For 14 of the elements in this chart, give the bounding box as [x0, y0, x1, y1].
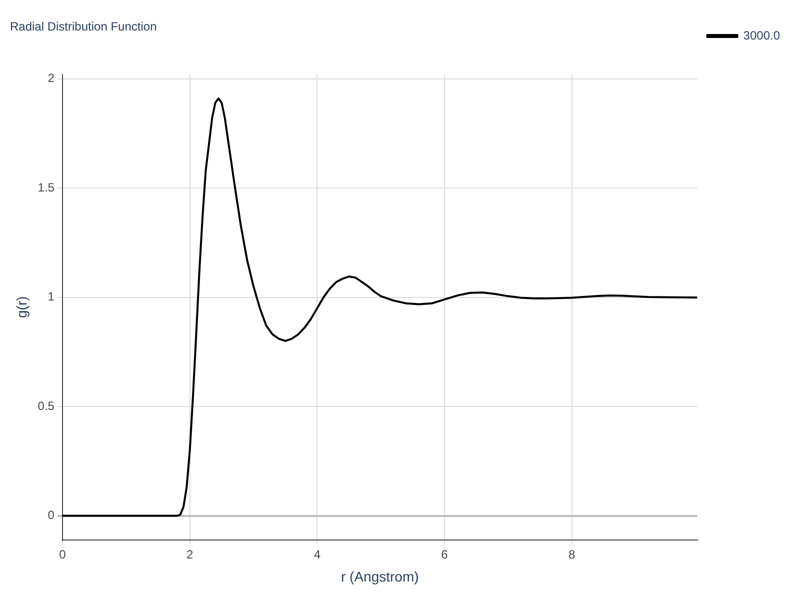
x-tick-label: 4: [314, 547, 321, 562]
y-tick-label: 1.5: [38, 180, 55, 194]
y-axis-title: g(r): [13, 296, 30, 318]
x-tick-label: 6: [441, 547, 448, 562]
y-tick-label: 0.5: [38, 398, 55, 413]
chart-title: Radial Distribution Function: [10, 20, 157, 34]
legend-label: 3000.0: [743, 28, 780, 42]
y-tick-label: 1: [48, 290, 55, 304]
x-tick-label: 8: [568, 547, 576, 562]
y-tick-label: 0: [48, 508, 55, 522]
x-tick-label: 0: [59, 547, 66, 562]
y-tick-label: 2: [48, 71, 55, 86]
x-axis-title: r (Angstrom): [340, 568, 419, 584]
x-tick-label: 2: [186, 547, 194, 562]
